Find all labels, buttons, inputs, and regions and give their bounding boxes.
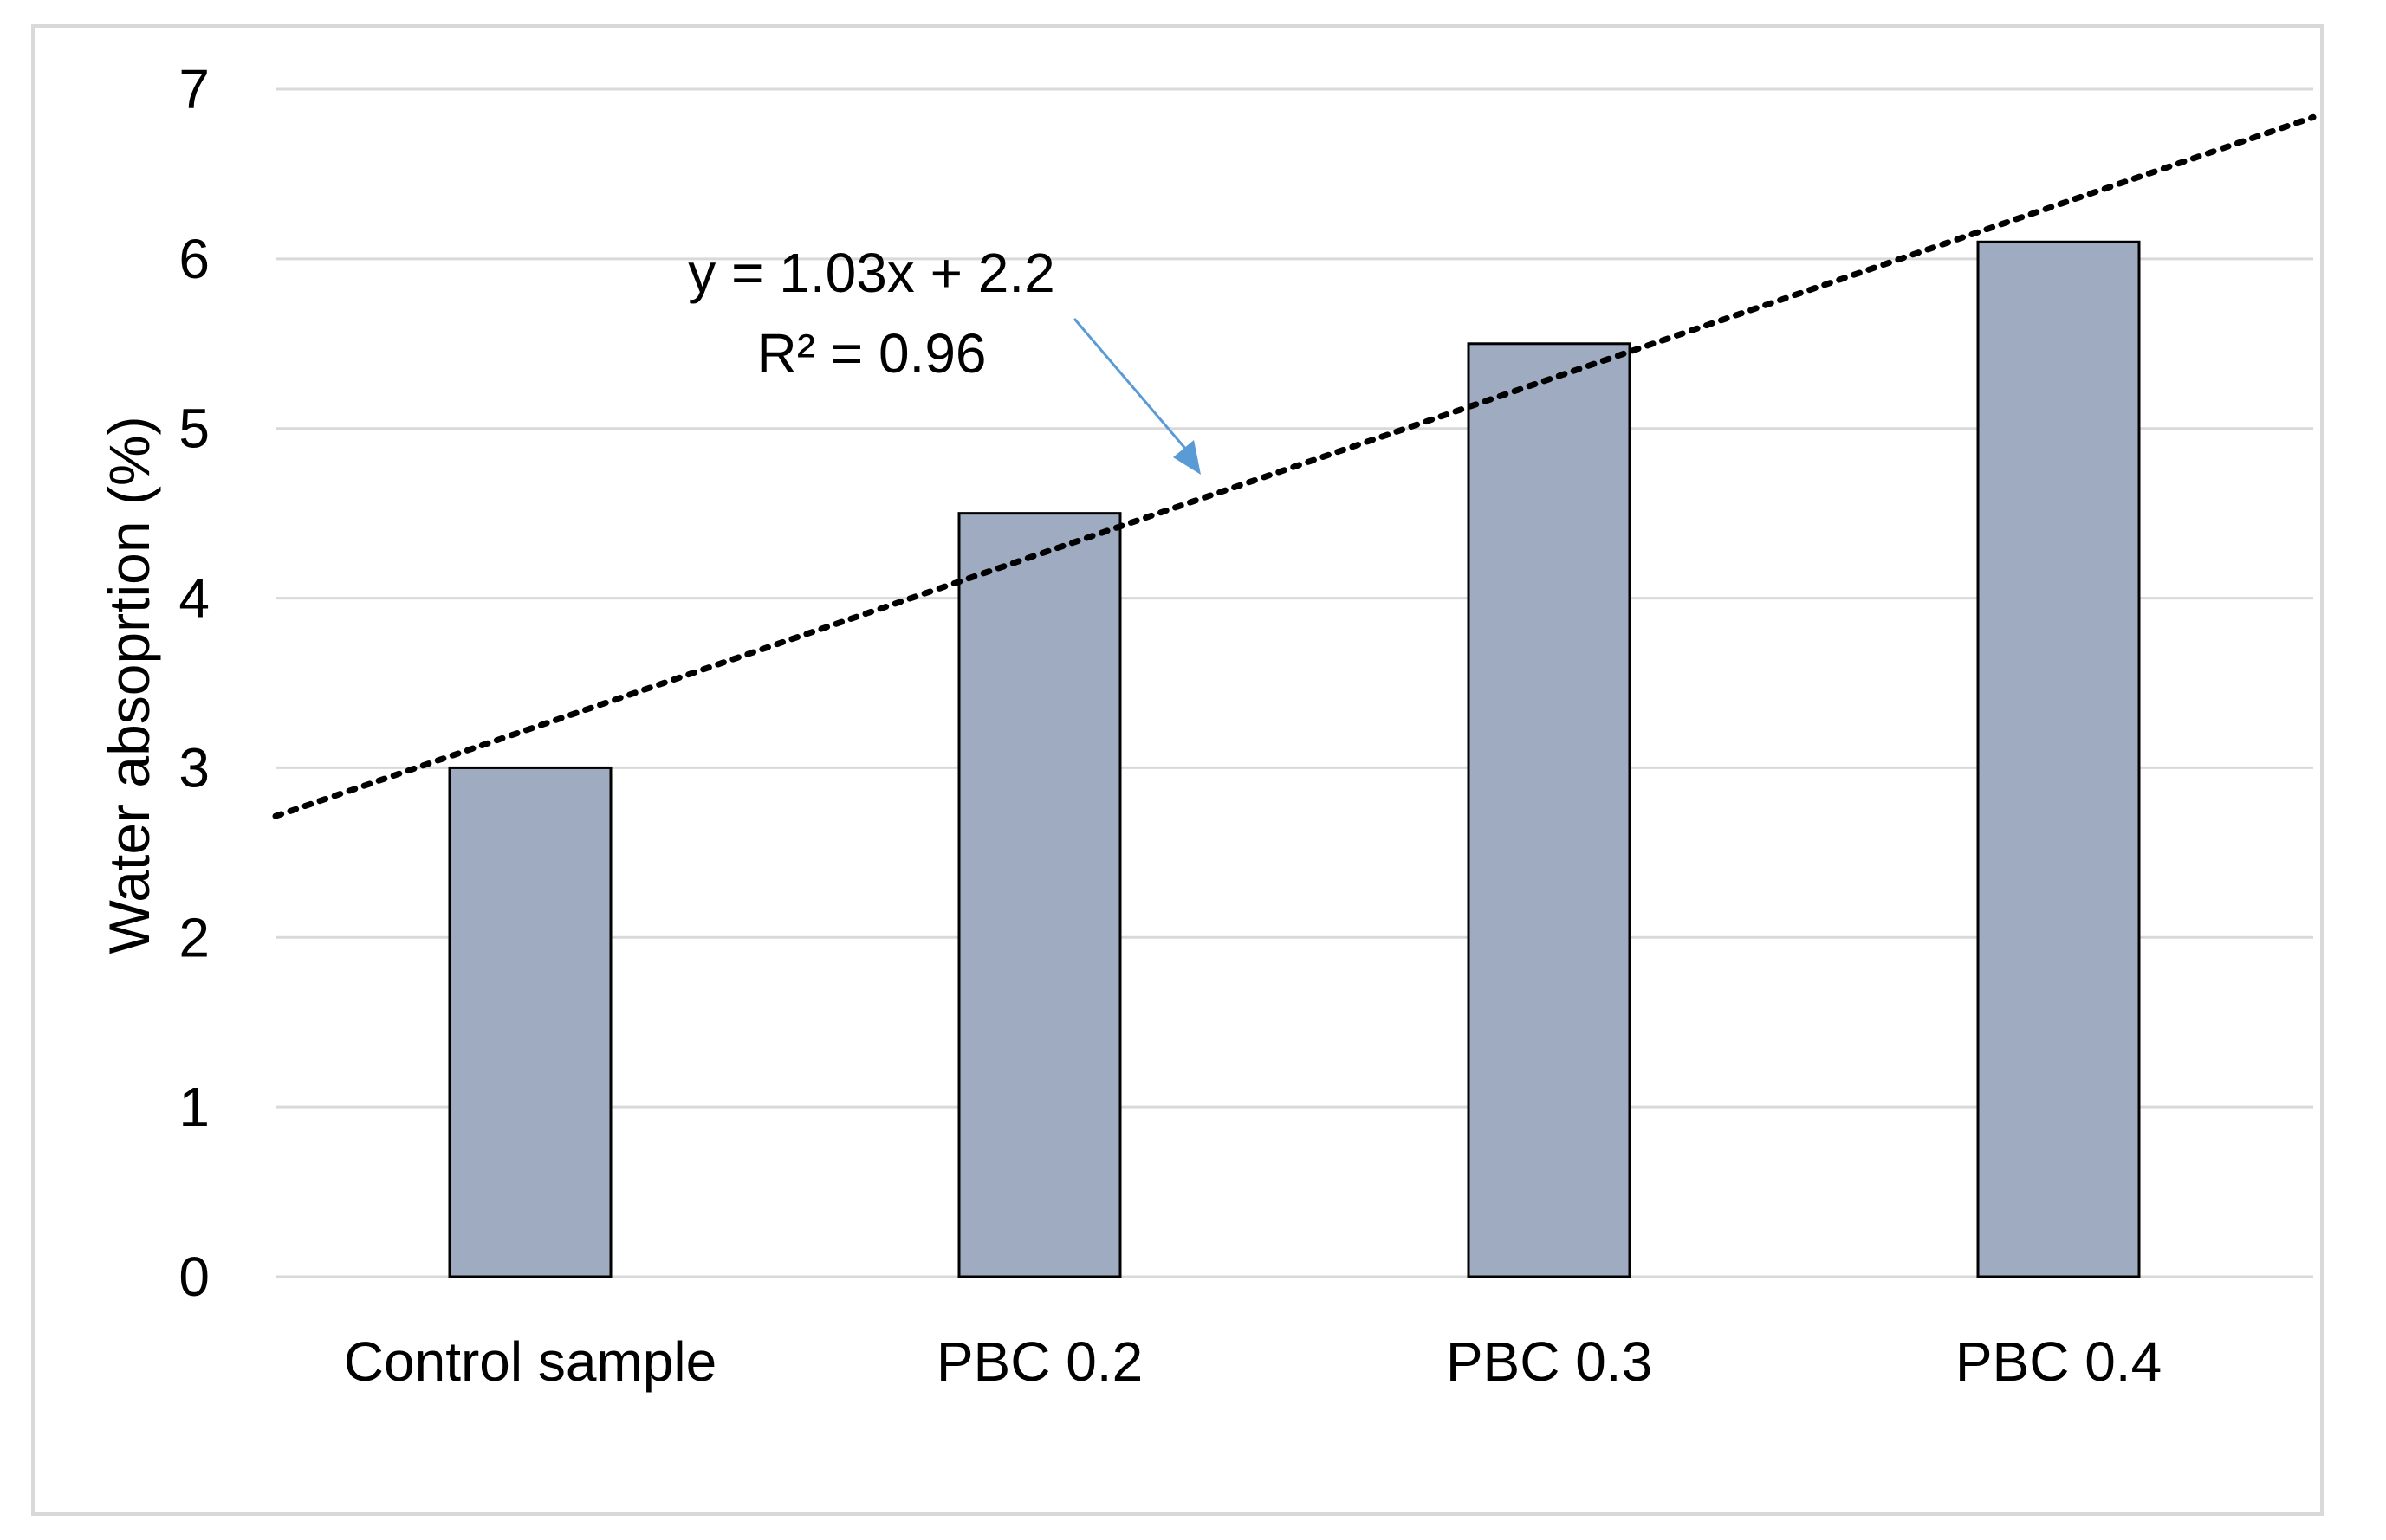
y-tick-label: 5 xyxy=(178,398,210,460)
x-tick-label: PBC 0.2 xyxy=(937,1330,1143,1393)
y-tick-label: 0 xyxy=(178,1246,210,1308)
bars xyxy=(448,240,2141,1278)
annotation-arrow-line xyxy=(1073,318,1189,451)
trendline-r-squared: R² = 0.96 xyxy=(756,322,986,385)
y-tick-label: 6 xyxy=(178,228,210,290)
y-tick-label: 1 xyxy=(178,1076,210,1138)
y-tick-label: 3 xyxy=(178,736,210,799)
y-tick-label: 7 xyxy=(178,58,210,120)
y-tick-label: 4 xyxy=(178,567,210,630)
trendline-group xyxy=(272,113,2317,819)
trendline xyxy=(272,113,2317,819)
x-tick-label: PBC 0.4 xyxy=(1955,1330,2162,1393)
gridlines xyxy=(276,87,2313,1278)
trendline-equation: y = 1.03x + 2.2 xyxy=(688,242,1054,304)
bar-1 xyxy=(448,766,613,1278)
bar-2 xyxy=(957,512,1122,1278)
bar-3 xyxy=(1467,342,1631,1278)
x-tick-label: Control sample xyxy=(344,1330,716,1393)
annotation-arrowhead xyxy=(1173,440,1201,475)
y-axis-ticks: 0 1 2 3 4 5 6 7 xyxy=(178,58,210,1308)
x-tick-label: PBC 0.3 xyxy=(1446,1330,1652,1393)
trendline-annotation: y = 1.03x + 2.2 R² = 0.96 xyxy=(688,242,1054,385)
x-axis-ticks: Control sample PBC 0.2 PBC 0.3 PBC 0.4 xyxy=(344,1330,2162,1393)
y-axis-title: Water absoprtion (%) xyxy=(97,416,161,954)
bar-4 xyxy=(1976,240,2141,1278)
y-tick-label: 2 xyxy=(178,906,210,968)
